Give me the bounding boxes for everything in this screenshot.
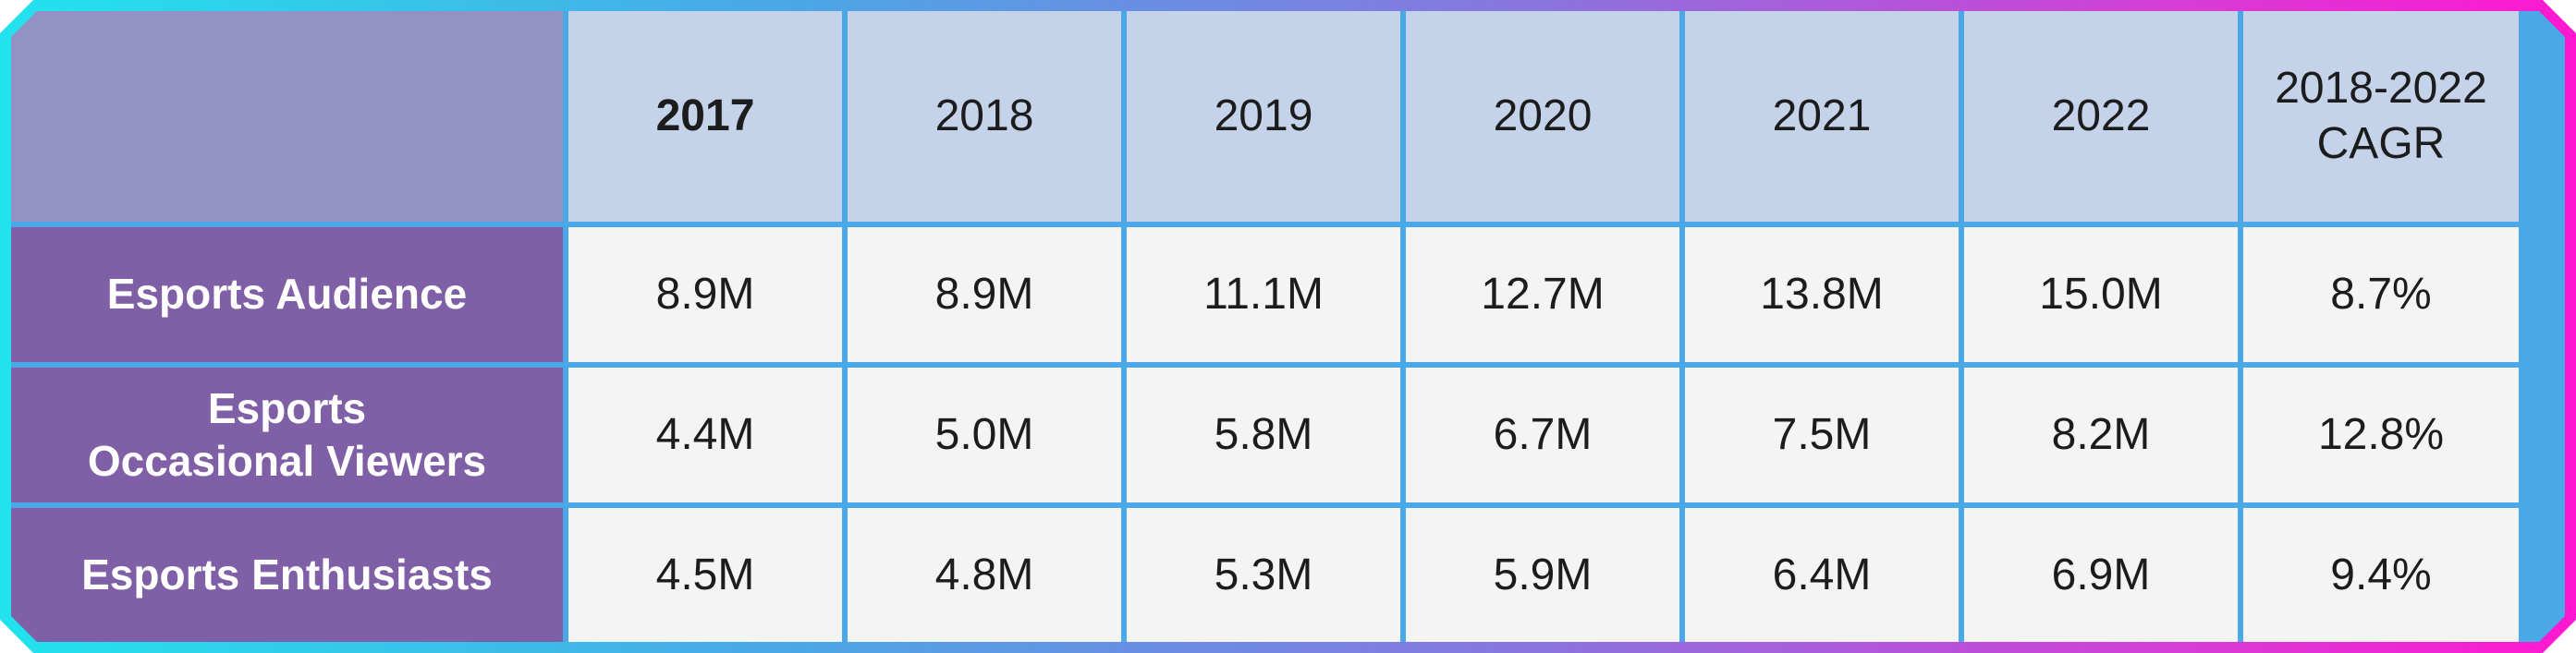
table-cell: 4.5M: [568, 508, 842, 642]
table-cell: 8.7%: [2243, 227, 2519, 362]
table-cell: 5.9M: [1406, 508, 1679, 642]
table-cell: 8.2M: [1964, 368, 2238, 502]
table-cell: 5.3M: [1127, 508, 1400, 642]
column-header-2020: 2020: [1406, 11, 1679, 222]
table-cell: 8.9M: [848, 227, 1121, 362]
table-cell: 9.4%: [2243, 508, 2519, 642]
column-header-2018: 2018: [848, 11, 1121, 222]
corner-cell: [11, 11, 563, 222]
table-cell: 6.9M: [1964, 508, 2238, 642]
table-cell: 11.1M: [1127, 227, 1400, 362]
table-cell: 6.4M: [1685, 508, 1959, 642]
data-table: 2017 2018 2019 2020 2021 2022 2018-2022 …: [11, 11, 2565, 642]
column-header-2022: 2022: [1964, 11, 2238, 222]
table-cell: 5.8M: [1127, 368, 1400, 502]
table-cell: 6.7M: [1406, 368, 1679, 502]
table-cell: 5.0M: [848, 368, 1121, 502]
column-header-2021: 2021: [1685, 11, 1959, 222]
column-header-2019: 2019: [1127, 11, 1400, 222]
row-label-esports-enthusiasts: Esports Enthusiasts: [11, 508, 563, 642]
table-cell: 13.8M: [1685, 227, 1959, 362]
column-header-cagr: 2018-2022 CAGR: [2243, 11, 2519, 222]
column-header-2017: 2017: [568, 11, 842, 222]
table-cell: 8.9M: [568, 227, 842, 362]
table-cell: 4.4M: [568, 368, 842, 502]
table-inner: 2017 2018 2019 2020 2021 2022 2018-2022 …: [11, 11, 2565, 642]
table-cell: 7.5M: [1685, 368, 1959, 502]
table-cell: 15.0M: [1964, 227, 2238, 362]
table-cell: 12.8%: [2243, 368, 2519, 502]
table-cell: 4.8M: [848, 508, 1121, 642]
table-cell: 12.7M: [1406, 227, 1679, 362]
row-label-esports-audience: Esports Audience: [11, 227, 563, 362]
row-label-esports-occasional-viewers: Esports Occasional Viewers: [11, 368, 563, 502]
